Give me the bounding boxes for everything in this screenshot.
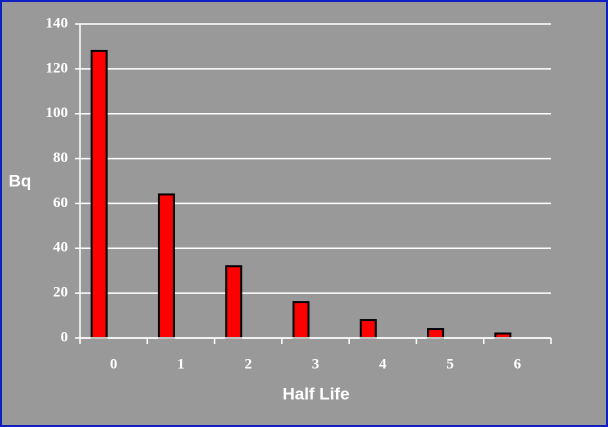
x-axis-title: Half Life <box>282 384 349 403</box>
bar <box>359 319 377 339</box>
x-tick-label: 2 <box>244 356 252 372</box>
bar <box>427 328 445 339</box>
bar <box>90 49 108 340</box>
bar <box>157 193 175 339</box>
y-tick-label: 60 <box>53 195 68 211</box>
x-tick-label: 1 <box>177 356 185 372</box>
bar <box>225 265 243 340</box>
y-tick-label: 20 <box>53 285 68 301</box>
bar <box>292 301 310 340</box>
y-tick-label: 0 <box>61 329 69 345</box>
y-tick-label: 100 <box>46 105 69 121</box>
x-tick-label: 3 <box>312 356 320 372</box>
x-tick-label: 4 <box>379 356 387 372</box>
x-tick-label: 0 <box>110 356 118 372</box>
x-tick-label: 5 <box>446 356 454 372</box>
y-tick-label: 40 <box>53 240 68 256</box>
y-tick-label: 140 <box>46 15 69 31</box>
x-tick-label: 6 <box>514 356 522 372</box>
y-tick-label: 120 <box>46 60 69 76</box>
y-tick-label: 80 <box>53 150 68 166</box>
y-axis-title: Bq <box>9 171 32 190</box>
